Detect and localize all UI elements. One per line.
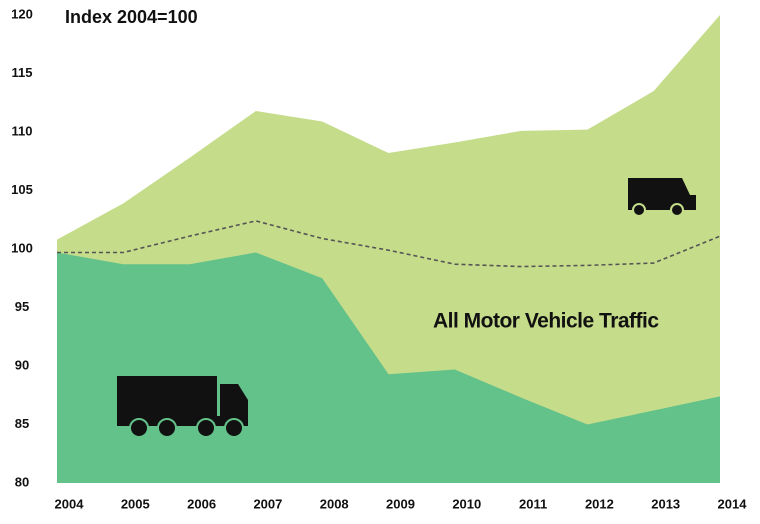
y-tick-label: 95 bbox=[15, 299, 29, 314]
x-tick-label: 2012 bbox=[585, 496, 614, 511]
x-tick-label: 2013 bbox=[651, 496, 680, 511]
y-tick-label: 105 bbox=[11, 182, 33, 197]
x-tick-label: 2008 bbox=[320, 496, 349, 511]
van-icon bbox=[628, 178, 696, 217]
y-tick-label: 110 bbox=[12, 123, 33, 138]
x-tick-label: 2004 bbox=[55, 496, 85, 511]
y-tick-label: 80 bbox=[15, 474, 29, 489]
x-tick-label: 2010 bbox=[452, 496, 481, 511]
x-tick-label: 2007 bbox=[253, 496, 282, 511]
line bbox=[57, 220, 721, 268]
y-tick-label: 85 bbox=[15, 416, 29, 431]
series-annotation: All Motor Vehicle Traffic bbox=[433, 310, 659, 333]
x-tick-label: 2011 bbox=[519, 496, 547, 511]
y-tick-label: 120 bbox=[11, 6, 33, 21]
truck-icon bbox=[117, 376, 248, 438]
x-tick-label: 2005 bbox=[121, 496, 150, 511]
x-tick-label: 2014 bbox=[718, 496, 748, 511]
y-tick-label: 115 bbox=[12, 65, 33, 80]
x-tick-label: 2006 bbox=[187, 496, 216, 511]
y-tick-label: 90 bbox=[15, 357, 29, 372]
y-tick-label: 100 bbox=[11, 240, 33, 255]
x-tick-label: 2009 bbox=[386, 496, 415, 511]
chart-title: Index 2004=100 bbox=[65, 7, 198, 27]
